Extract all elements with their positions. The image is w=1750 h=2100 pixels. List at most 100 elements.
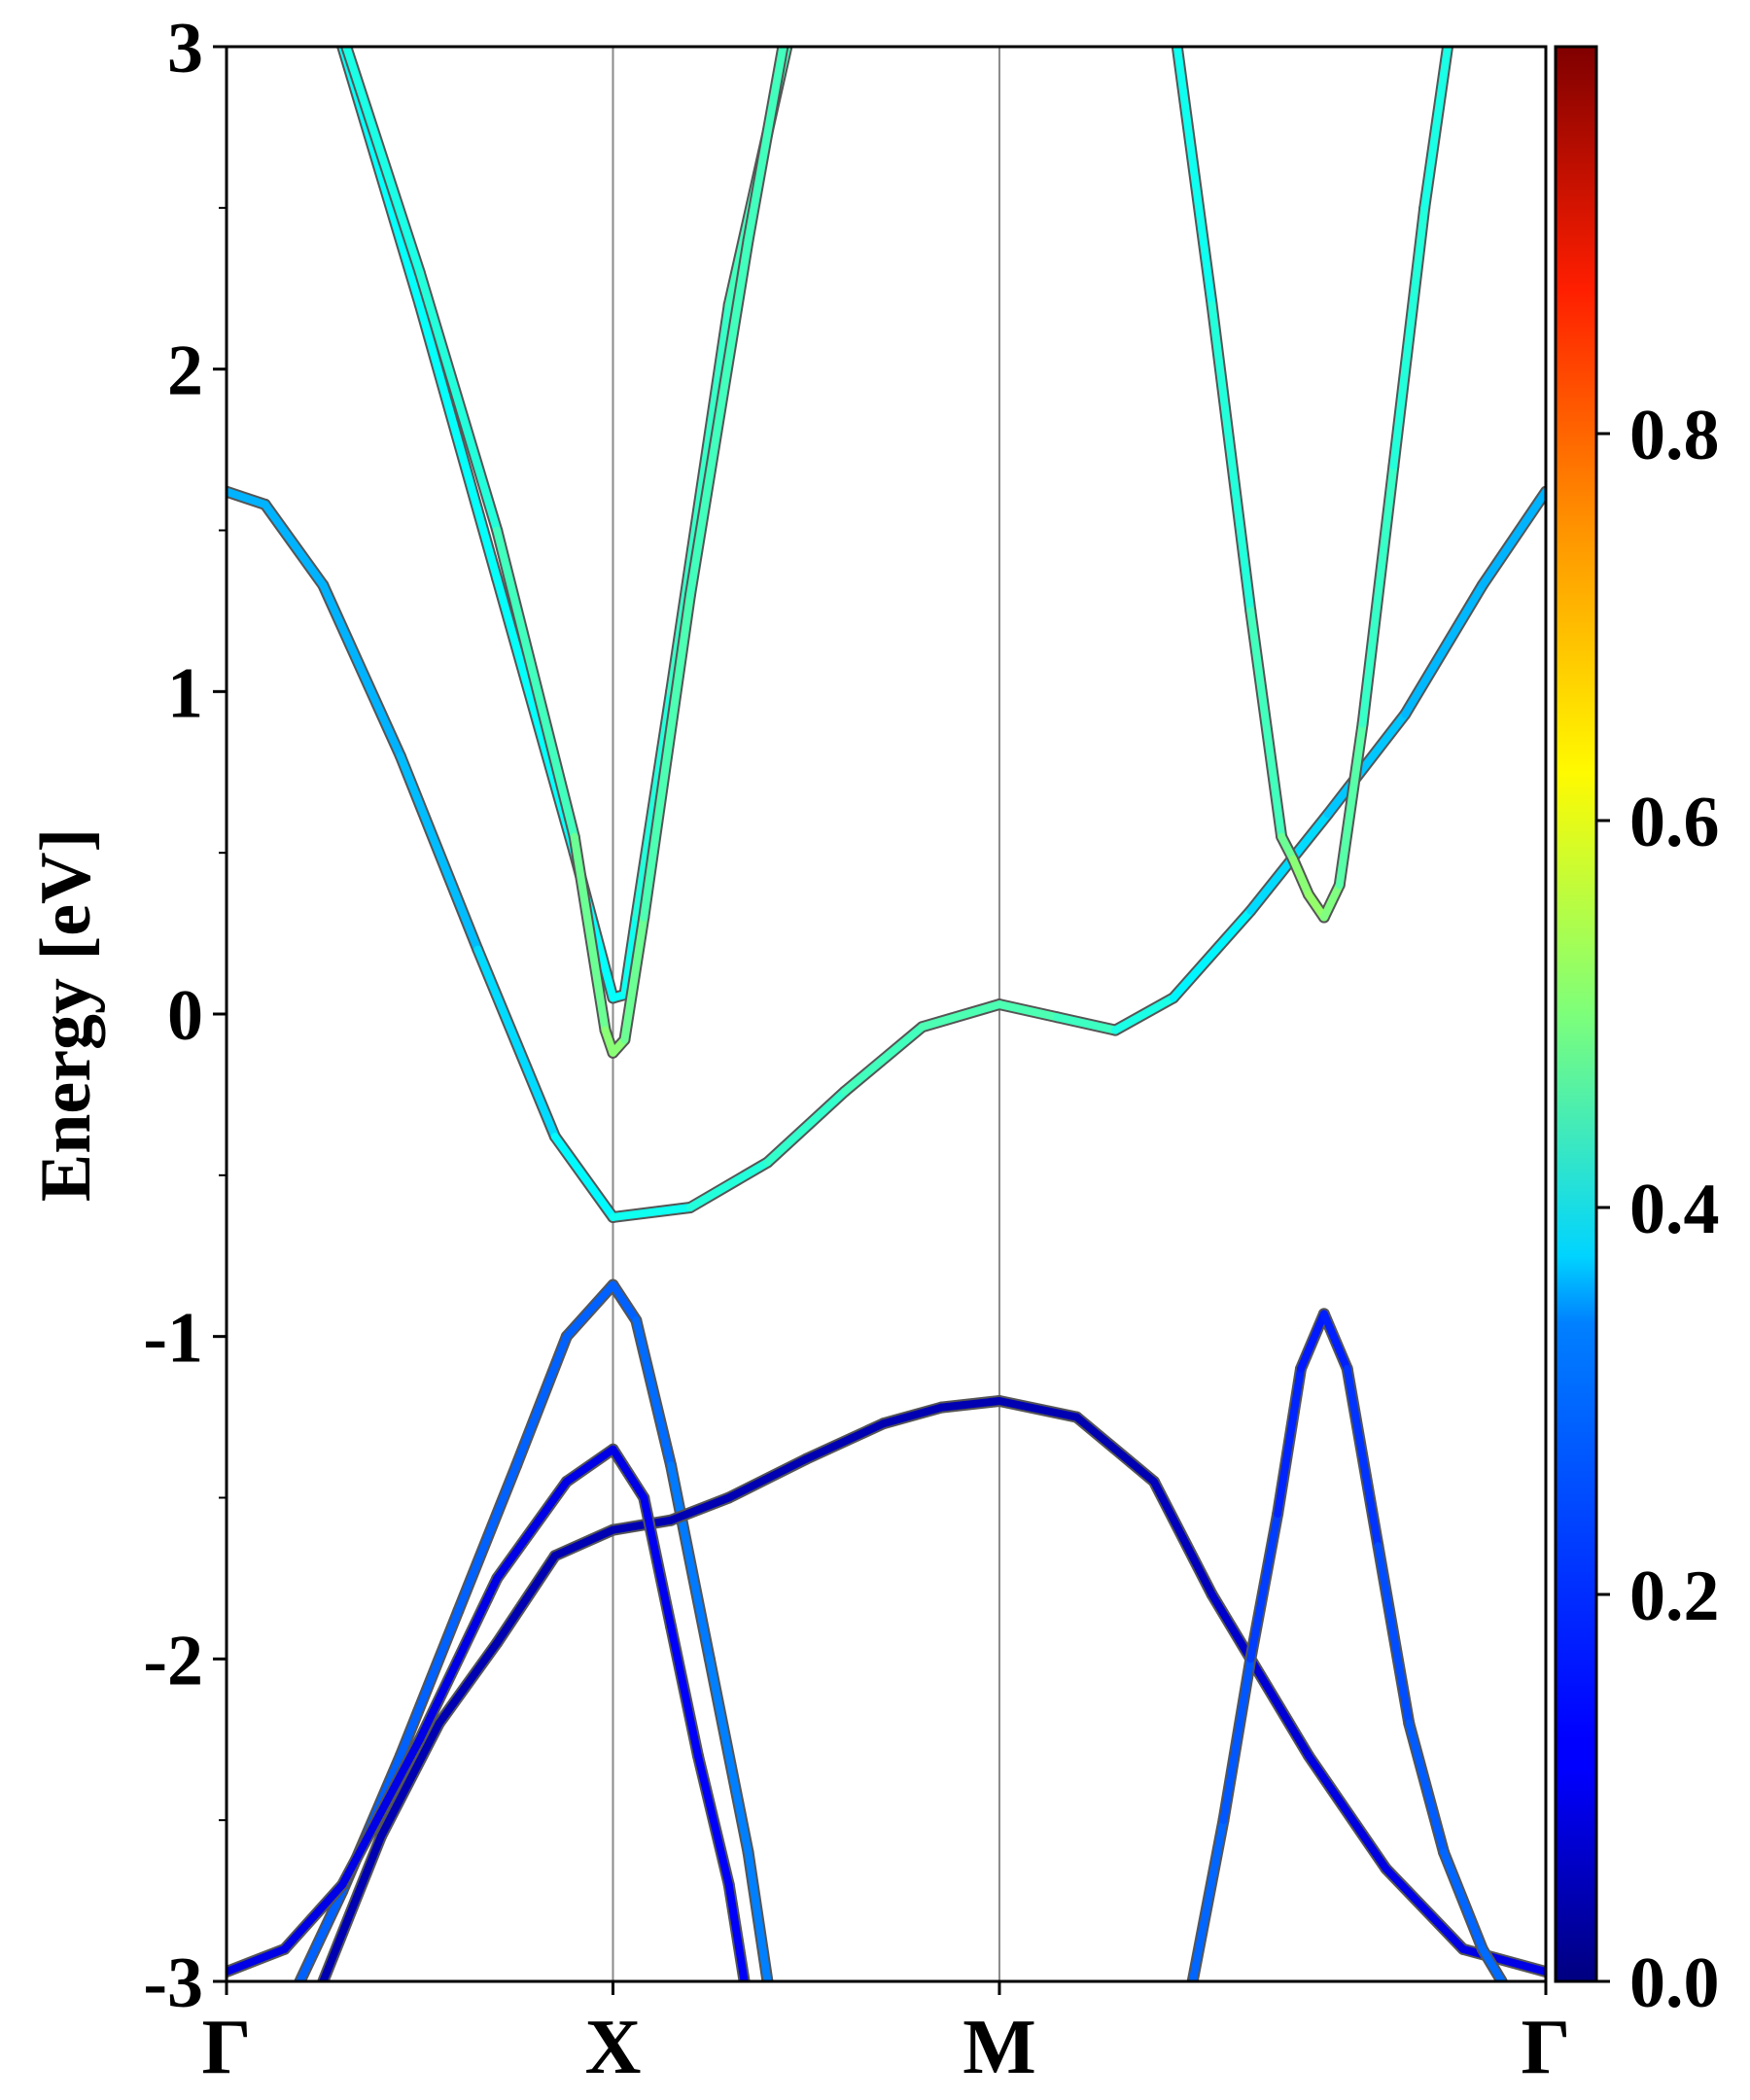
y-tick-label: 0 [167,976,203,1056]
band-segment [1335,719,1367,890]
band-segment [685,236,752,599]
band-segment [415,268,502,535]
y-tick-label: 1 [167,653,203,733]
colorbar-tick-label: 0.4 [1629,1170,1720,1249]
band-segment [1208,300,1255,615]
band-lines [227,47,1546,1981]
band-segment [724,1454,811,1502]
band-segment [640,590,694,922]
band-segment [415,1574,502,1744]
band-segment [1072,1413,1158,1486]
band-segment [724,1880,749,1981]
band-segment [1478,487,1546,589]
band-segment [1319,1310,1351,1373]
colorbar: 0.0 0.2 0.4 0.6 0.8 [1554,45,1720,2023]
band-segment [620,913,648,1044]
band-segment [1246,1655,1312,1760]
y-tick-label: -3 [143,1943,203,2023]
colorbar-tick-label: 0.6 [1629,783,1720,862]
band-segment [685,1158,772,1211]
band-segment [473,945,559,1141]
band-segment [1208,1591,1255,1663]
band-segment [1246,1510,1282,1663]
band-segment [396,752,482,954]
band-segment [1343,1364,1382,1551]
colorbar-tick-label: 0.8 [1629,396,1720,475]
y-axis-label: Energy [eV] [26,828,106,1202]
band-segment [562,1280,617,1341]
band-segment [1188,1816,1228,1981]
band-segment [1304,891,1328,922]
band-2 [317,1395,1546,1981]
band-8 [1171,47,1454,924]
k-point-label: Γ [1522,2005,1571,2090]
band-segment [1274,1364,1305,1519]
band-segment [227,1944,289,1977]
band-5 [227,485,1546,1223]
band-segment [1304,1751,1390,1872]
y-tick-label: -1 [143,1299,203,1379]
band-segment [1323,710,1410,819]
band-segment [609,1445,648,1502]
band-segment [667,1623,702,1760]
band-segment [342,47,424,277]
band-segment [338,1735,424,1889]
band-segment [1111,994,1177,1034]
band-segment [280,1880,347,1953]
band-segment [1382,1864,1467,1953]
band-segment [493,526,578,841]
band-segment [1420,47,1452,212]
band-segment [1278,832,1298,863]
band-segment [454,1461,521,1615]
band-segment [1478,1944,1506,1981]
band-segment [550,1525,617,1560]
band-segment [1289,855,1312,899]
band-segment [396,1606,463,1760]
band-segment [1219,1655,1255,1825]
band-segment [705,1655,752,1857]
band-segment [937,1397,1003,1412]
band-segment [995,1000,1062,1022]
band-segment [609,1204,694,1221]
band-segment [493,1552,559,1647]
y-tick-label: -2 [143,1621,203,1700]
band-segment [1053,1013,1120,1034]
band-segment [744,47,788,244]
band-segment [1169,906,1255,1002]
band-segment [744,1848,772,1981]
band-segment [763,1087,849,1167]
band-segment [435,1638,502,1728]
band-segment [879,1403,946,1428]
band-segment [693,1751,733,1889]
band-segment [376,1719,443,1840]
band-segment [415,300,502,583]
band-segment [620,913,641,999]
colorbar-tick-label: 0.2 [1629,1557,1720,1636]
band-segment [1358,462,1398,728]
band-segment [319,1832,385,1981]
band-segment [609,1516,676,1534]
band-segment [1172,47,1216,309]
y-axis: -3 -2 -1 0 1 2 3 [143,9,227,2023]
band-4 [1186,1308,1508,1981]
band-segment [570,832,610,1034]
band-segment [802,1419,888,1463]
band-segment [995,1397,1081,1421]
band-segment [1401,580,1487,718]
y-tick-label: 3 [167,9,203,88]
band-segment [296,1887,347,1981]
k-point-label: M [962,2005,1036,2090]
y-tick-label: 2 [167,332,203,411]
band-segment [227,487,269,508]
band-segment [667,1493,733,1524]
band-segment [550,1133,617,1221]
band-segment [261,500,328,589]
band-segment [1374,1542,1414,1728]
band-segment [493,1477,571,1583]
band-segment [1405,1719,1449,1857]
k-point-label: Γ [202,2005,252,2090]
band-segment [512,1332,571,1470]
band-segment [319,580,404,760]
